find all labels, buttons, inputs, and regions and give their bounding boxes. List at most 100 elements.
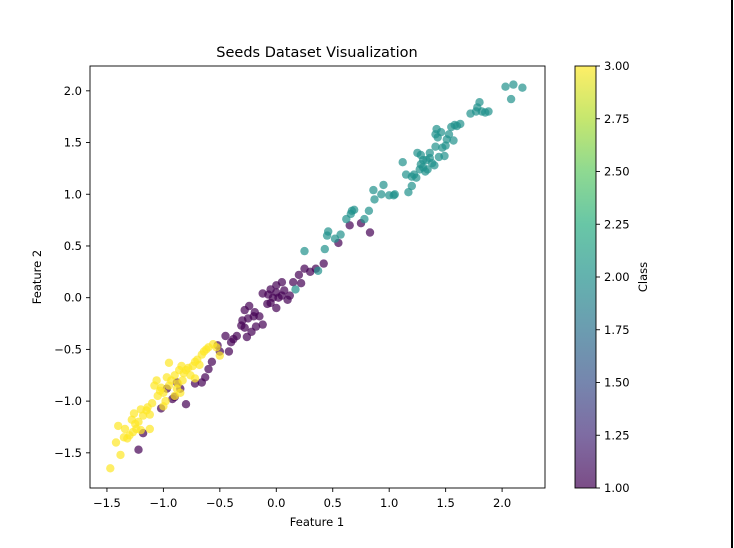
data-point-class-1 — [272, 303, 281, 313]
data-point-class-2 — [347, 206, 357, 215]
data-point-class-1 — [226, 338, 236, 347]
data-point-class-3 — [147, 399, 157, 408]
data-point-class-2 — [431, 142, 440, 151]
data-point-class-1 — [258, 320, 267, 329]
colorbar-tick-label: 1.25 — [604, 428, 630, 442]
data-point-class-1 — [255, 312, 264, 321]
data-point-class-1 — [181, 400, 191, 409]
data-point-class-2 — [369, 185, 378, 195]
data-point-class-3 — [170, 391, 179, 401]
data-point-class-2 — [379, 180, 388, 190]
data-point-class-3 — [128, 427, 138, 437]
x-tick-label: −0.5 — [206, 496, 234, 510]
data-point-class-1 — [251, 322, 261, 331]
data-point-class-2 — [416, 150, 425, 160]
data-point-class-2 — [407, 172, 416, 181]
plot-frame — [89, 65, 546, 489]
data-point-class-2 — [291, 285, 300, 294]
data-point-class-2 — [398, 158, 407, 167]
x-axis-ticks: −1.5 −1.0 −0.5 0.0 0.5 1.0 1.5 2.0 — [93, 488, 511, 510]
data-point-class-1 — [224, 347, 234, 356]
colorbar-tick-label: 2.50 — [604, 165, 630, 179]
data-point-class-1 — [207, 357, 217, 366]
x-tick-label: 0.5 — [324, 496, 342, 510]
data-point-class-3 — [145, 424, 154, 434]
colorbar-tick-label: 3.00 — [604, 59, 630, 73]
data-point-class-2 — [430, 161, 439, 170]
data-point-class-2 — [423, 165, 432, 174]
data-point-class-2 — [518, 83, 527, 92]
data-point-class-1 — [232, 331, 241, 341]
colorbar: 1.00 1.25 1.50 1.75 2.00 2.25 2.50 2.75 3.00 Cla… — [574, 59, 650, 495]
data-point-class-2 — [300, 246, 309, 256]
data-point-class-3 — [164, 358, 174, 367]
data-point-class-3 — [195, 360, 204, 370]
data-point-class-1 — [134, 445, 143, 454]
colorbar-gradient — [575, 66, 596, 488]
y-axis-label: Feature 2 — [30, 250, 44, 304]
data-point-class-2 — [360, 214, 369, 224]
data-point-class-2 — [440, 151, 449, 161]
data-point-class-2 — [471, 107, 481, 116]
y-tick-label: 1.0 — [64, 187, 82, 201]
data-point-class-3 — [177, 361, 186, 371]
data-point-class-3 — [120, 424, 130, 434]
data-point-class-1 — [365, 228, 375, 237]
data-point-class-2 — [431, 130, 440, 139]
data-point-class-3 — [178, 376, 187, 385]
data-point-class-1 — [197, 378, 206, 387]
data-point-class-3 — [111, 438, 121, 447]
colorbar-label: Class — [636, 262, 650, 292]
data-point-class-2 — [425, 153, 434, 163]
data-point-class-1 — [240, 323, 249, 332]
data-point-class-1 — [221, 331, 230, 341]
data-point-class-2 — [336, 230, 345, 239]
data-point-class-2 — [416, 160, 425, 169]
data-point-class-1 — [289, 278, 298, 287]
y-tick-label: −1.0 — [54, 394, 82, 408]
colorbar-tick-label: 1.75 — [604, 323, 630, 337]
window-edge-line — [731, 0, 733, 548]
data-point-class-3 — [162, 373, 171, 382]
data-point-class-2 — [320, 244, 329, 254]
x-tick-label: 0.0 — [267, 496, 285, 510]
x-tick-label: 1.5 — [436, 496, 454, 510]
colorbar-tick-label: 1.00 — [604, 481, 630, 495]
data-point-class-3 — [116, 450, 125, 460]
data-point-class-3 — [129, 409, 139, 418]
y-tick-label: −0.5 — [54, 342, 82, 356]
data-point-class-2 — [404, 188, 413, 197]
y-tick-label: 0.0 — [64, 291, 82, 305]
data-point-class-1 — [296, 279, 306, 288]
data-point-class-3 — [172, 384, 182, 393]
data-point-class-2 — [509, 80, 518, 89]
data-point-class-1 — [240, 305, 249, 315]
data-point-class-3 — [159, 402, 168, 411]
data-point-class-3 — [212, 343, 221, 352]
colorbar-ticks: 1.00 1.25 1.50 1.75 2.00 2.25 2.50 2.75 3.00 — [596, 59, 630, 495]
data-point-class-1 — [264, 290, 273, 299]
data-point-class-2 — [407, 181, 416, 191]
data-point-class-3 — [215, 351, 224, 360]
data-point-class-2 — [456, 119, 465, 129]
data-point-class-2 — [313, 266, 323, 275]
x-axis-label: Feature 1 — [290, 515, 344, 529]
data-point-class-2 — [370, 195, 379, 204]
data-point-class-2 — [385, 191, 394, 200]
colorbar-tick-label: 2.75 — [604, 112, 630, 126]
colorbar-tick-label: 2.25 — [604, 217, 630, 231]
data-point-class-3 — [190, 374, 200, 383]
data-point-class-1 — [285, 291, 294, 300]
data-point-class-1 — [345, 221, 354, 230]
data-point-class-3 — [114, 421, 123, 431]
y-axis-ticks: −1.5 −1.0 −0.5 0.0 0.5 1.0 1.5 2.0 — [54, 84, 90, 460]
data-point-class-1 — [204, 364, 213, 374]
y-tick-label: 0.5 — [64, 239, 82, 253]
data-point-class-3 — [106, 464, 115, 473]
x-tick-label: −1.0 — [149, 496, 177, 510]
y-tick-label: −1.5 — [54, 446, 82, 460]
data-point-class-2 — [442, 135, 451, 144]
data-point-class-1 — [243, 314, 253, 323]
data-point-class-2 — [324, 227, 333, 236]
